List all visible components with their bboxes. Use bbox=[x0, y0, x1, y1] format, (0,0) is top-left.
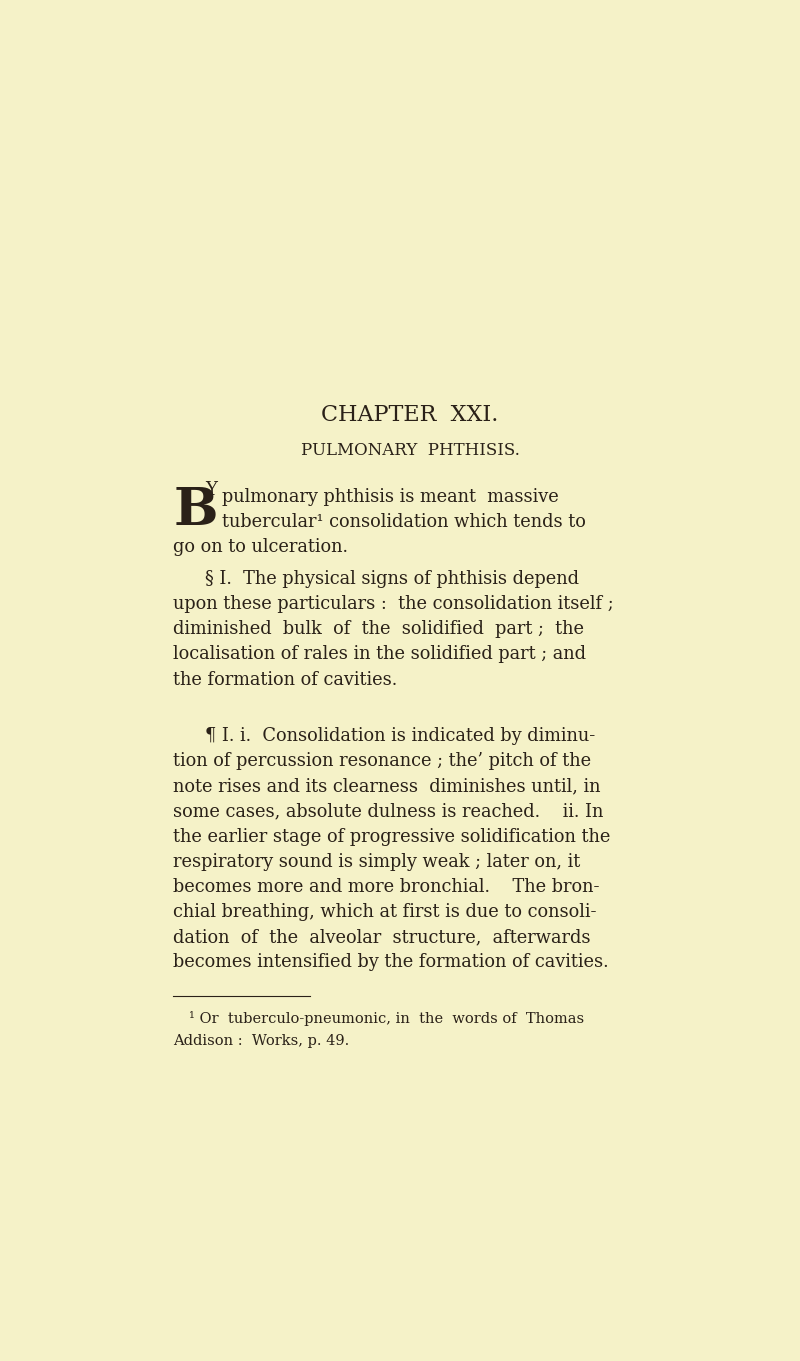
Text: tion of percussion resonance ; the’ pitch of the: tion of percussion resonance ; the’ pitc… bbox=[173, 753, 591, 770]
Text: the earlier stage of progressive solidification the: the earlier stage of progressive solidif… bbox=[173, 827, 610, 845]
Text: ¹ Or  tuberculo-pneumonic, in  the  words of  Thomas: ¹ Or tuberculo-pneumonic, in the words o… bbox=[189, 1011, 584, 1026]
Text: Addison :  Works, p. 49.: Addison : Works, p. 49. bbox=[173, 1034, 350, 1048]
Text: pulmonary phthisis is meant  massive: pulmonary phthisis is meant massive bbox=[222, 489, 558, 506]
Text: § I.  The physical signs of phthisis depend: § I. The physical signs of phthisis depe… bbox=[206, 570, 579, 588]
Text: respiratory sound is simply weak ; later on, it: respiratory sound is simply weak ; later… bbox=[173, 853, 581, 871]
Text: diminished  bulk  of  the  solidified  part ;  the: diminished bulk of the solidified part ;… bbox=[173, 621, 584, 638]
Text: becomes more and more bronchial.    The bron-: becomes more and more bronchial. The bro… bbox=[173, 878, 600, 896]
Text: Y: Y bbox=[206, 480, 218, 499]
Text: go on to ulceration.: go on to ulceration. bbox=[173, 539, 348, 557]
Text: note rises and its clearness  diminishes until, in: note rises and its clearness diminishes … bbox=[173, 777, 601, 795]
Text: chial breathing, which at first is due to consoli-: chial breathing, which at first is due t… bbox=[173, 904, 597, 921]
Text: CHAPTER  XXI.: CHAPTER XXI. bbox=[322, 404, 498, 426]
Text: localisation of rales in the solidified part ; and: localisation of rales in the solidified … bbox=[173, 645, 586, 663]
Text: some cases, absolute dulness is reached.    ii. In: some cases, absolute dulness is reached.… bbox=[173, 803, 603, 821]
Text: ¶ I. i.  Consolidation is indicated by diminu-: ¶ I. i. Consolidation is indicated by di… bbox=[206, 727, 596, 744]
Text: dation  of  the  alveolar  structure,  afterwards: dation of the alveolar structure, afterw… bbox=[173, 928, 590, 946]
Text: becomes intensified by the formation of cavities.: becomes intensified by the formation of … bbox=[173, 954, 609, 972]
Text: upon these particulars :  the consolidation itself ;: upon these particulars : the consolidati… bbox=[173, 595, 614, 612]
Text: PULMONARY  PHTHISIS.: PULMONARY PHTHISIS. bbox=[301, 442, 519, 459]
Text: the formation of cavities.: the formation of cavities. bbox=[173, 671, 398, 689]
Text: B: B bbox=[173, 485, 218, 536]
Text: tubercular¹ consolidation which tends to: tubercular¹ consolidation which tends to bbox=[222, 513, 586, 531]
